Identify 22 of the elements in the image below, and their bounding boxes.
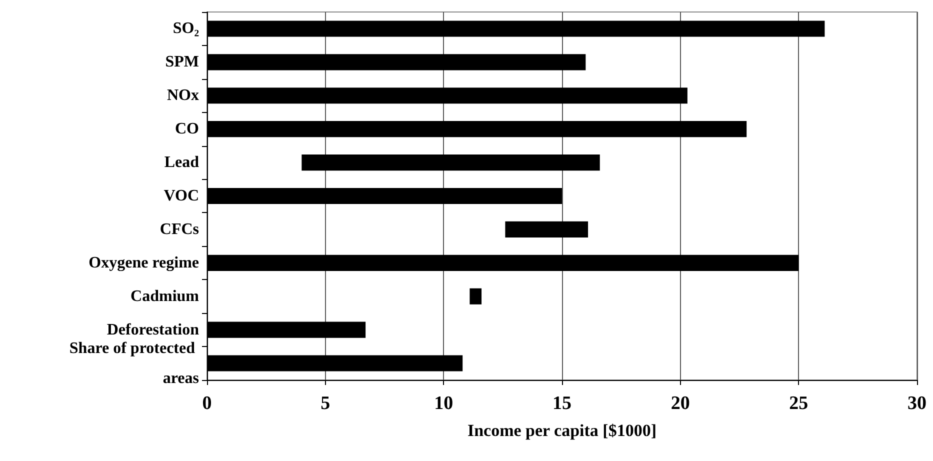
bar	[505, 221, 588, 238]
bar	[302, 154, 600, 171]
x-tick-label: 20	[670, 393, 690, 414]
y-tick-label: SPM	[165, 54, 199, 71]
bar	[470, 288, 482, 304]
y-tick-label: Oxygene regime	[88, 254, 199, 272]
x-tick-label: 30	[908, 393, 926, 414]
y-tick-label: Cadmium	[130, 288, 200, 305]
y-tick-label: CFCs	[160, 220, 199, 238]
y-tick-label: CO	[175, 120, 199, 138]
x-tick-label: 25	[789, 393, 808, 414]
y-tick-label: Lead	[164, 154, 200, 172]
x-tick-label: 15	[552, 393, 572, 414]
x-tick-label: 5	[320, 393, 330, 414]
y-tick-label: NOx	[167, 87, 199, 104]
x-tick-label: 0	[202, 393, 212, 414]
x-tick-label: 10	[434, 393, 454, 414]
y-tick-label: VOC	[164, 188, 199, 204]
y-tick-label: SO₂	[172, 20, 200, 38]
y-tick-label: Share of protected areas	[69, 340, 199, 387]
y-tick-label: Deforestation	[106, 321, 200, 338]
x-axis-title: Income per capita [$1000]	[467, 421, 657, 440]
